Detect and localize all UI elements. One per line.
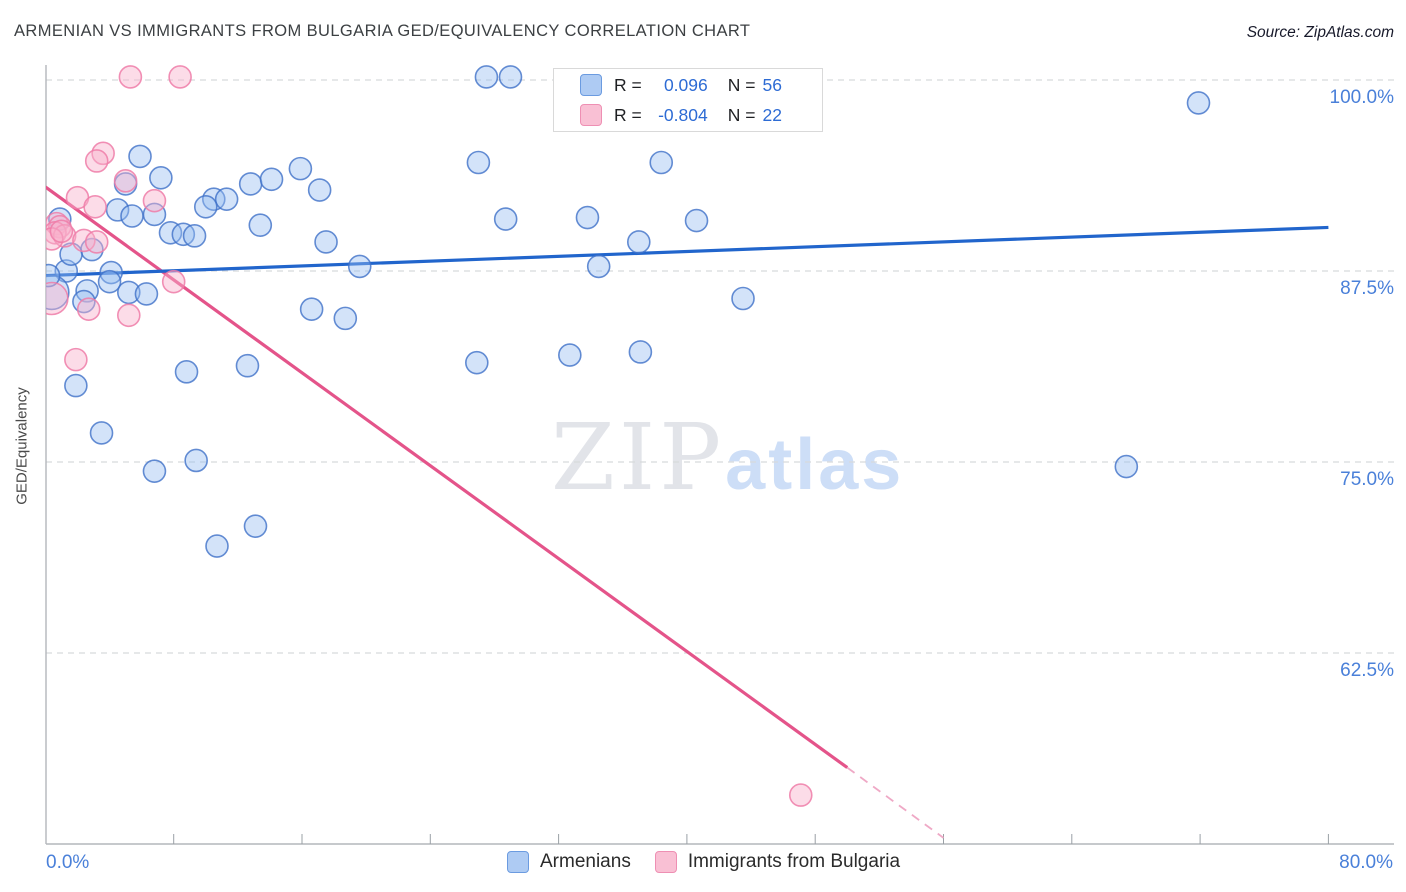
data-point-armenians [120,204,144,228]
data-point-armenians [333,306,358,331]
data-point-bulgaria [168,65,192,89]
data-point-armenians [493,207,518,231]
y-tick-label-62-5: 62.5% [1340,660,1394,681]
data-point-bulgaria [46,281,69,316]
legend-row-bulgaria: R = -0.804 N = 22 [554,103,822,128]
data-point-bulgaria [118,65,143,89]
source-credit: Source: ZipAtlas.com [1246,24,1394,41]
data-point-armenians [731,286,755,311]
data-point-armenians [46,274,70,311]
correlation-legend: R = 0.096 N = 56 R = -0.804 N = 22 [553,68,823,132]
page-title: ARMENIAN VS IMMIGRANTS FROM BULGARIA GED… [14,22,751,40]
legend-row-armenians: R = 0.096 N = 56 [554,73,822,98]
data-point-armenians [184,448,208,473]
data-point-armenians [46,263,61,288]
data-point-bulgaria [113,169,138,193]
data-point-armenians [214,187,239,211]
data-point-armenians [243,514,268,538]
n-value-bulgaria: 22 [762,104,782,125]
data-point-armenians [89,421,114,445]
data-point-armenians [64,373,88,398]
data-point-bulgaria [84,230,109,254]
data-point-armenians [558,343,582,367]
r-value-bulgaria: -0.804 [658,104,708,125]
data-point-armenians [142,459,167,483]
data-point-armenians [149,165,173,190]
data-point-bulgaria [72,228,96,253]
data-point-armenians [684,208,709,233]
data-point-armenians [235,353,260,378]
data-point-armenians [116,280,141,305]
series-legend-label: Immigrants from Bulgaria [687,851,901,872]
series-legend-armenians: Armenians [507,851,631,873]
data-point-armenians [465,350,489,375]
data-point-armenians [586,254,611,279]
data-point-armenians [238,172,263,196]
data-point-bulgaria [83,195,107,219]
n-label: N = [727,74,756,95]
data-point-armenians [575,205,600,230]
data-point-armenians [193,195,218,219]
r-value-armenians: 0.096 [663,74,708,95]
n-label: N = [727,104,756,125]
series-legend-bulgaria: Immigrants from Bulgaria [654,851,901,873]
data-point-armenians [628,340,653,364]
trendline-bulgaria [846,766,945,839]
data-point-bulgaria [84,149,109,173]
series-legend: Armenians Immigrants from Bulgaria [507,851,900,873]
n-value-armenians: 56 [762,74,782,95]
data-point-armenians [174,360,199,384]
data-point-armenians [134,282,159,306]
data-point-armenians [97,269,122,294]
data-point-armenians [314,230,338,254]
data-point-armenians [466,150,491,175]
data-point-armenians [347,254,372,279]
trendline-armenians [46,225,1329,278]
y-axis-title: GED/Equivalency [13,387,31,505]
data-point-armenians [105,198,130,222]
data-point-bulgaria [91,141,115,166]
data-point-bulgaria [161,269,186,294]
bulgaria-swatch [654,851,677,873]
trendline-bulgaria [46,185,849,769]
y-tick-label-87-5: 87.5% [1340,278,1394,299]
data-point-armenians [248,213,273,237]
data-point-armenians [1186,91,1211,115]
series-legend-label: Armenians [540,851,631,872]
y-tick-label-100: 100.0% [1329,87,1394,108]
data-point-bulgaria [788,783,813,807]
data-point-armenians [649,150,674,175]
y-tick-label-75: 75.0% [1340,469,1394,490]
data-point-armenians [474,65,499,89]
data-point-bulgaria [142,188,167,213]
data-point-armenians [182,224,207,248]
data-point-armenians [142,202,167,227]
r-label: R = [614,74,642,95]
data-point-armenians [99,260,123,285]
data-point-armenians [205,534,229,558]
r-label: R = [614,104,642,125]
data-point-armenians [288,156,313,181]
data-point-armenians [1114,454,1139,479]
data-point-armenians [259,167,284,192]
data-point-armenians [158,221,183,245]
data-point-bulgaria [76,297,101,322]
armenians-swatch [507,851,529,873]
data-point-bulgaria [64,347,88,372]
data-point-armenians [299,297,324,322]
data-point-armenians [498,65,523,89]
bulgaria-swatch [580,104,602,126]
x-tick-label-max: 80.0% [1339,852,1393,873]
armenians-swatch [580,74,602,96]
data-point-bulgaria [116,303,141,328]
x-tick-label-min: 0.0% [46,852,90,873]
data-point-bulgaria [49,219,74,244]
data-point-armenians [128,144,152,169]
data-point-armenians [626,230,651,254]
data-point-armenians [307,178,332,202]
